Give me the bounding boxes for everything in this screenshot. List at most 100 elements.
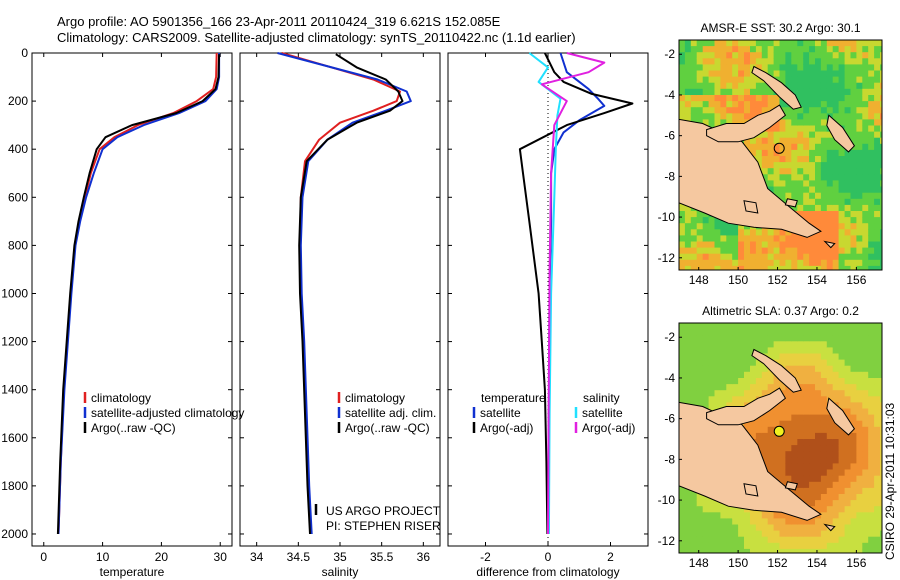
map-cell [744, 371, 751, 379]
map-cell [708, 524, 715, 532]
map-cell [826, 463, 834, 470]
map-cell [684, 347, 692, 354]
map-cell [880, 247, 882, 255]
map-cell [815, 107, 822, 114]
map-cell [732, 335, 739, 342]
map-cell [702, 107, 710, 114]
map-cell [856, 353, 863, 361]
map-cell [684, 217, 692, 224]
map-cell [726, 542, 733, 550]
map-cell [809, 168, 816, 175]
map-cell [868, 149, 875, 157]
map-cell [856, 217, 863, 224]
map-cell [791, 192, 798, 200]
map-cell [797, 241, 804, 249]
map-cell [696, 52, 704, 59]
map-cell [738, 253, 745, 261]
map-cell [714, 524, 721, 532]
map-cell [862, 353, 869, 361]
map-cell [755, 247, 763, 255]
map-cell [820, 149, 828, 157]
map-cell [767, 353, 775, 361]
map-cell [880, 143, 882, 151]
map-cell [820, 347, 828, 354]
map-cell [690, 396, 698, 403]
map-cell [826, 359, 834, 367]
legend-header-temperature: temperature [481, 391, 546, 405]
map-cell [850, 131, 857, 139]
map-cell [868, 445, 875, 452]
map-cell [820, 439, 828, 446]
map-cell [738, 359, 745, 367]
map-cell [803, 390, 810, 397]
map-cell [832, 70, 840, 78]
map-cell [785, 253, 792, 261]
map-cell [809, 156, 816, 163]
map-cell [732, 353, 739, 361]
map-cell [856, 52, 863, 59]
map-cell [844, 536, 851, 544]
map-cell [797, 378, 804, 385]
map-cell [844, 70, 851, 78]
map-cell [838, 64, 845, 71]
map-cell [820, 119, 828, 126]
map-cell [744, 40, 751, 47]
map-cell [838, 396, 845, 403]
map-cell [797, 420, 804, 428]
map-cell [797, 149, 804, 157]
map-cell [797, 384, 804, 391]
map-cell [797, 536, 804, 544]
map-cell [755, 390, 763, 397]
map-cell [856, 247, 863, 255]
map-cell [797, 192, 804, 200]
map-cell [856, 542, 863, 550]
map-cell [679, 101, 686, 108]
map-cell [862, 457, 869, 464]
map-cell [785, 451, 792, 458]
map-cell [767, 180, 775, 187]
map-cell [684, 265, 692, 270]
map-cell [815, 156, 822, 163]
map-cell [732, 536, 739, 544]
map-cell [708, 335, 715, 342]
map-cell [826, 353, 834, 361]
map-cell [779, 58, 786, 65]
map-cell [874, 494, 881, 501]
map-cell [832, 40, 840, 47]
map-cell [862, 536, 869, 544]
map-cell [844, 113, 851, 120]
map-cell [820, 341, 828, 348]
map-cell [738, 241, 745, 249]
map-cell [880, 402, 882, 409]
map-cell [773, 241, 780, 249]
map-cell [832, 235, 840, 242]
map-cell [773, 518, 780, 525]
x-tick-label: 154 [807, 273, 827, 287]
map-cell [744, 347, 751, 354]
map-cell [755, 378, 763, 385]
map-cell [815, 64, 822, 71]
map-cell [826, 494, 834, 501]
map-cell [844, 530, 851, 538]
map-cell [868, 494, 875, 501]
x-tick-label: 20 [155, 550, 169, 564]
map-cell [714, 223, 721, 230]
map-cell [820, 64, 828, 71]
map-cell [838, 101, 845, 108]
map-cell [726, 524, 733, 532]
map-cell [874, 396, 881, 403]
map-cell [714, 82, 721, 90]
map-cell [874, 125, 881, 133]
map-cell [779, 229, 786, 236]
map-cell [702, 70, 710, 78]
map-cell [720, 247, 727, 255]
map-cell [832, 512, 840, 519]
map-cell [720, 542, 727, 550]
map-cell [726, 229, 733, 236]
map-cell [767, 384, 775, 391]
map-cell [844, 107, 851, 114]
map-cell [684, 235, 692, 242]
map-cell [820, 131, 828, 139]
map-cell [844, 119, 851, 126]
map-cell [820, 40, 828, 47]
